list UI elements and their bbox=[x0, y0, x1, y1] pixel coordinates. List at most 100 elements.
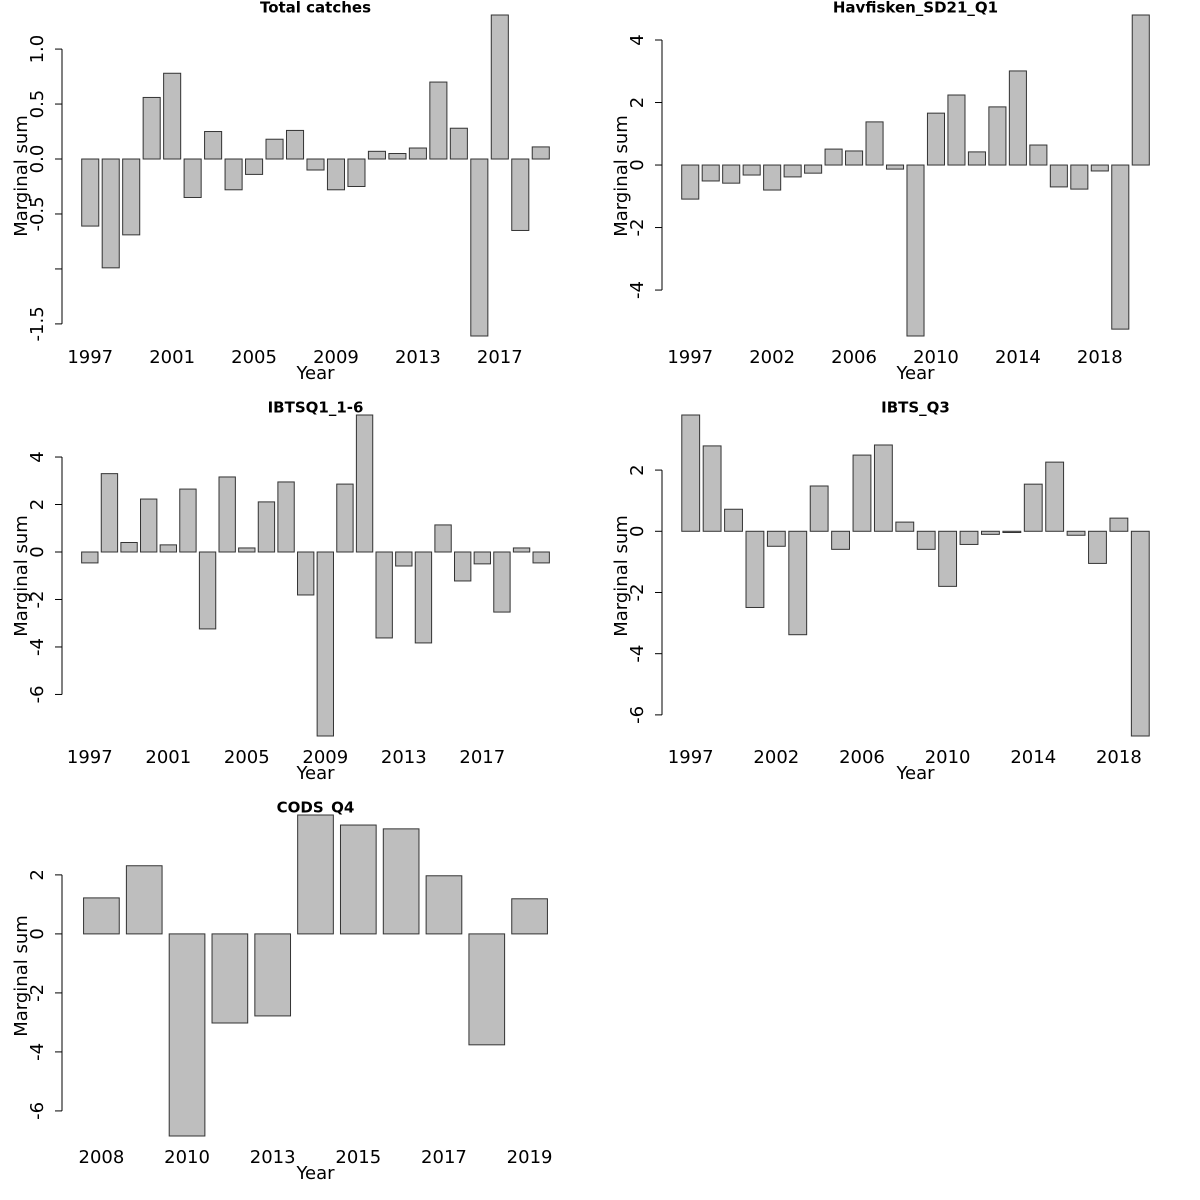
bar bbox=[140, 498, 158, 553]
x-tick-label: 2002 bbox=[749, 347, 795, 368]
bar bbox=[981, 530, 1000, 535]
x-tick-label: 2017 bbox=[459, 747, 505, 768]
x-tick-label: 2005 bbox=[231, 347, 277, 368]
chart-title: IBTS_Q3 bbox=[881, 399, 950, 417]
bar bbox=[766, 530, 786, 547]
bar bbox=[1131, 14, 1150, 166]
bar bbox=[388, 153, 407, 160]
bar bbox=[938, 530, 958, 587]
bar bbox=[906, 164, 925, 337]
x-tick-label: 2013 bbox=[395, 347, 441, 368]
bar bbox=[531, 146, 550, 160]
chart-title: Total catches bbox=[260, 0, 371, 17]
y-tick-label: -6 bbox=[27, 685, 48, 703]
bar bbox=[408, 147, 427, 160]
bar bbox=[809, 485, 829, 532]
bar bbox=[511, 158, 530, 231]
bar bbox=[852, 454, 872, 532]
bar bbox=[473, 551, 491, 565]
bar bbox=[865, 121, 884, 166]
bar bbox=[724, 508, 743, 532]
bar bbox=[745, 530, 765, 608]
bar bbox=[512, 547, 531, 553]
x-tick-label: 2006 bbox=[831, 347, 877, 368]
bar bbox=[395, 551, 413, 567]
y-tick-label: 2 bbox=[627, 464, 648, 475]
x-tick-label: 1997 bbox=[668, 747, 714, 768]
bar bbox=[204, 131, 223, 160]
bar bbox=[81, 158, 100, 227]
bar bbox=[339, 824, 377, 935]
y-axis-label: Marginal sum bbox=[611, 515, 632, 637]
y-tick-label: 0 bbox=[27, 546, 48, 557]
x-tick-label: 1997 bbox=[667, 347, 713, 368]
bar bbox=[326, 158, 346, 191]
bar bbox=[470, 158, 489, 337]
bar bbox=[1029, 144, 1048, 166]
bar bbox=[1049, 164, 1068, 188]
bar bbox=[297, 551, 315, 596]
bar bbox=[120, 541, 138, 553]
bar bbox=[81, 551, 99, 564]
panel: IBTS_Q3 Year Marginal sum -6 -4 -2 0 2 1997 2002 2… bbox=[611, 399, 1150, 784]
panel: IBTSQ1_1-6 Year Marginal sum -6 -4 -2 0 2 4 1997 2… bbox=[11, 399, 550, 784]
bar bbox=[277, 481, 295, 553]
bar bbox=[101, 158, 120, 269]
chart-title: Havfisken_SD21_Q1 bbox=[833, 0, 998, 17]
bar bbox=[1066, 530, 1086, 536]
bar bbox=[168, 933, 206, 1137]
bar bbox=[238, 547, 256, 553]
bar bbox=[336, 483, 354, 553]
y-tick-label: 0 bbox=[627, 526, 648, 537]
x-tick-label: 1997 bbox=[67, 347, 113, 368]
x-tick-label: 2010 bbox=[913, 347, 959, 368]
x-tick-label: 2009 bbox=[313, 347, 359, 368]
y-tick-label: -1.5 bbox=[27, 306, 48, 341]
y-tick-label: 0 bbox=[627, 159, 648, 170]
y-tick-label: -4 bbox=[27, 638, 48, 656]
panel: Total catches Year Marginal sum -1.5 -0.5 0.0… bbox=[11, 0, 550, 384]
bar bbox=[895, 521, 915, 532]
x-tick-label: 2014 bbox=[1010, 747, 1056, 768]
y-axis-label: Marginal sum bbox=[611, 115, 632, 237]
x-axis-label: Year bbox=[895, 763, 935, 784]
y-tick-label: 0.0 bbox=[27, 145, 48, 174]
bar bbox=[245, 158, 264, 175]
chart-title: CODS_Q4 bbox=[277, 799, 355, 817]
y-tick-label: 2 bbox=[27, 499, 48, 510]
bar bbox=[434, 524, 452, 553]
x-tick-label: 2019 bbox=[507, 1147, 553, 1168]
bar bbox=[873, 444, 893, 532]
x-tick-label: 2015 bbox=[335, 1147, 381, 1168]
bar bbox=[179, 488, 197, 553]
x-tick-label: 2008 bbox=[79, 1147, 125, 1168]
x-tick-label: 2006 bbox=[839, 747, 885, 768]
x-tick-label: 1997 bbox=[67, 747, 113, 768]
bar bbox=[211, 933, 249, 1024]
bar bbox=[375, 551, 393, 639]
y-tick-label: 1.0 bbox=[27, 35, 48, 64]
panel: CODS_Q4 Year Marginal sum -6 -4 -2 0 2 2008 2010 2… bbox=[11, 799, 552, 1185]
y-tick-label: 4 bbox=[627, 34, 648, 45]
x-tick-label: 2005 bbox=[224, 747, 270, 768]
bar bbox=[468, 933, 506, 1046]
y-tick-label: 2 bbox=[27, 869, 48, 880]
x-tick-label: 2013 bbox=[250, 1147, 296, 1168]
bar bbox=[702, 445, 722, 532]
bar bbox=[285, 129, 305, 160]
bar bbox=[681, 414, 701, 532]
bar bbox=[414, 551, 433, 644]
bar bbox=[722, 164, 741, 184]
bar bbox=[788, 530, 808, 636]
y-tick-label: -6 bbox=[627, 706, 648, 724]
x-tick-label: 2013 bbox=[381, 747, 427, 768]
x-tick-label: 2017 bbox=[477, 347, 523, 368]
bar bbox=[257, 501, 276, 553]
y-tick-label: 4 bbox=[27, 451, 48, 462]
bar bbox=[511, 898, 548, 935]
x-tick-label: 2010 bbox=[164, 1147, 210, 1168]
bar bbox=[926, 112, 946, 166]
bar bbox=[1111, 164, 1130, 330]
bar bbox=[347, 158, 366, 187]
bar bbox=[429, 81, 448, 160]
